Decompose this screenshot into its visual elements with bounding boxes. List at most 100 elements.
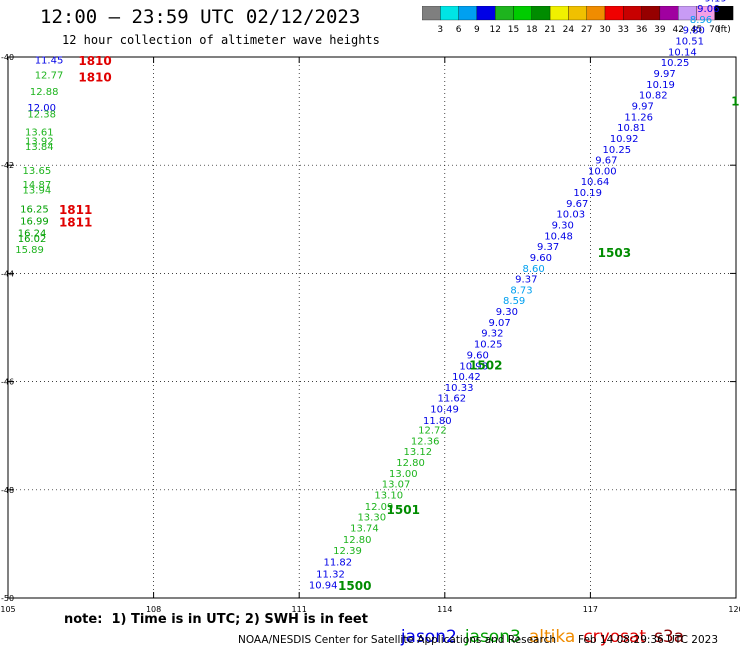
altimeter-map-plot: 105 108 111 114 117 120 -40 -42 -44 -46 -48 -50 11.4… (0, 0, 740, 612)
colorbar-tick-label: (ft) (717, 25, 731, 35)
wave-height-value: 13.30 (357, 513, 386, 524)
wave-height-value: 11.80 (423, 416, 452, 427)
legend-cryosat: cryosat (583, 627, 647, 647)
satellite-pass-label: 1810 (78, 70, 111, 84)
satellite-pass-label: 1503 (598, 246, 631, 260)
colorbar-tick-label: 6 (456, 25, 462, 35)
wave-height-value: 10.25 (661, 58, 690, 69)
wave-height-value: 13.65 (23, 166, 52, 177)
credit-line: NOAA/NESDIS Center for Satellite Applica… (238, 634, 556, 646)
colorbar-tick-label: 12 (489, 25, 500, 35)
wave-height-value: 9.80 (683, 26, 705, 37)
colorbar-tick-label: 36 (636, 25, 648, 35)
wave-height-value: 8.59 (503, 296, 525, 307)
wave-height-value: 10.25 (474, 340, 503, 351)
legend-altika: altika (528, 627, 576, 647)
satellite-pass-label: 1810 (78, 54, 111, 68)
y-tick-label: -40 (1, 53, 14, 62)
satellite-legend: jason2 jason3 altika cryosat s3a (390, 607, 692, 647)
wave-height-value: 13.61 (25, 127, 54, 138)
wave-height-value: 12.72 (418, 426, 447, 437)
wave-height-value: 9.06 (697, 4, 719, 15)
y-tick-label: -44 (1, 269, 14, 278)
wave-height-value: 10.94 (309, 580, 338, 591)
colorbar-swatch (714, 6, 734, 21)
colorbar-tick-label: 27 (581, 25, 592, 35)
wave-height-value: 15.89 (15, 245, 44, 256)
colorbar-tick-label: 39 (654, 25, 666, 35)
wave-height-value: 9.67 (566, 199, 588, 210)
wave-height-value: 9.97 (632, 101, 654, 112)
wave-height-value: 11.82 (323, 558, 352, 569)
wave-height-value: 16.99 (20, 217, 49, 228)
wave-height-value: 11.62 (438, 394, 467, 405)
wave-height-value: 11.32 (316, 569, 345, 580)
y-tick-label: -48 (1, 486, 14, 495)
wave-height-value: 10.64 (581, 177, 610, 188)
legend-s3a: s3a (654, 627, 685, 647)
chart-subtitle: 12 hour collection of altimeter wave hei… (62, 33, 380, 47)
wave-height-value: 12.80 (396, 458, 425, 469)
colorbar-tick-label: 30 (599, 25, 611, 35)
colorbar-tick-label: 45 (691, 25, 702, 35)
wave-height-value: 10.25 (603, 145, 632, 156)
wave-height-value: 13.00 (389, 469, 418, 480)
wave-height-value: 12.09 (365, 502, 394, 513)
wave-height-value: 12.39 (333, 546, 362, 557)
wave-height-value: 10.14 (668, 47, 697, 58)
wave-height-value: 10.81 (617, 123, 646, 134)
x-tick-label: 105 (0, 605, 15, 612)
satellite-pass-label: 1811 (59, 215, 92, 229)
legend-jason3: jason3 (464, 627, 521, 647)
wave-height-value: 13.12 (404, 447, 433, 458)
wave-height-value: 9.37 (537, 242, 559, 253)
wave-height-value: 10.82 (639, 91, 668, 102)
wave-height-value: 11.45 (35, 55, 64, 66)
generation-timestamp: Feb 14 08:29:36 UTC 2023 (578, 634, 718, 646)
wave-height-value: 13.84 (25, 142, 54, 153)
wave-height-value: 10.42 (452, 372, 481, 383)
wave-height-value: 10.33 (445, 383, 474, 394)
colorbar-tick-label: 3 (437, 25, 443, 35)
legend-jason2: jason2 (400, 627, 457, 647)
satellite-pass-label: 15 (731, 95, 740, 109)
chart-title: 12:00 – 23:59 UTC 02/12/2023 (40, 6, 361, 28)
footer-note: note: 1) Time is in UTC; 2) SWH is in fe… (64, 612, 368, 627)
wave-height-value: 9.30 (496, 307, 518, 318)
wave-height-value: 9.19 (704, 0, 726, 4)
wave-height-value: 10.00 (588, 166, 617, 177)
wave-height-value: 13.07 (382, 480, 411, 491)
wave-height-value: 9.97 (653, 69, 675, 80)
wave-height-value: 12.77 (35, 71, 64, 82)
wave-height-value: 9.07 (488, 318, 510, 329)
wave-height-value: 13.10 (374, 490, 403, 501)
x-tick-label: 108 (146, 605, 161, 612)
colorbar-tick-label: 70 (709, 25, 721, 35)
colorbar-tick-label: 21 (544, 25, 555, 35)
wave-height-value: 12.88 (30, 87, 59, 98)
wave-height-value: 12.80 (343, 535, 372, 546)
wave-height-value: 9.32 (481, 329, 503, 340)
colorbar-tick-label: 24 (563, 25, 575, 35)
wave-height-value: 13.74 (350, 523, 379, 534)
x-tick-label: 120 (728, 605, 740, 612)
x-tick-label: 111 (292, 605, 307, 612)
wave-height-value: 16.02 (18, 234, 47, 245)
wave-height-value: 10.49 (430, 404, 459, 415)
satellite-pass-label: 1500 (338, 579, 371, 593)
wave-height-value: 12.38 (27, 110, 56, 121)
wave-height-value: 12.36 (411, 436, 440, 447)
wave-height-value: 8.60 (522, 264, 544, 275)
wave-height-value: 13.94 (23, 185, 52, 196)
wave-height-value: 9.60 (530, 253, 552, 264)
colorbar-tick-label: 15 (508, 25, 519, 35)
wave-height-value: 10.19 (573, 188, 602, 199)
wave-height-value: 10.19 (646, 80, 675, 91)
wave-height-value: 10.98 (459, 362, 488, 373)
wave-height-value: 10.48 (544, 231, 573, 242)
satellite-pass-label: 1811 (59, 203, 92, 217)
wave-height-value: 10.03 (556, 210, 585, 221)
y-tick-label: -42 (1, 161, 14, 170)
wave-height-value: 9.67 (595, 156, 617, 167)
satellite-pass-label: 1501 (387, 503, 420, 517)
